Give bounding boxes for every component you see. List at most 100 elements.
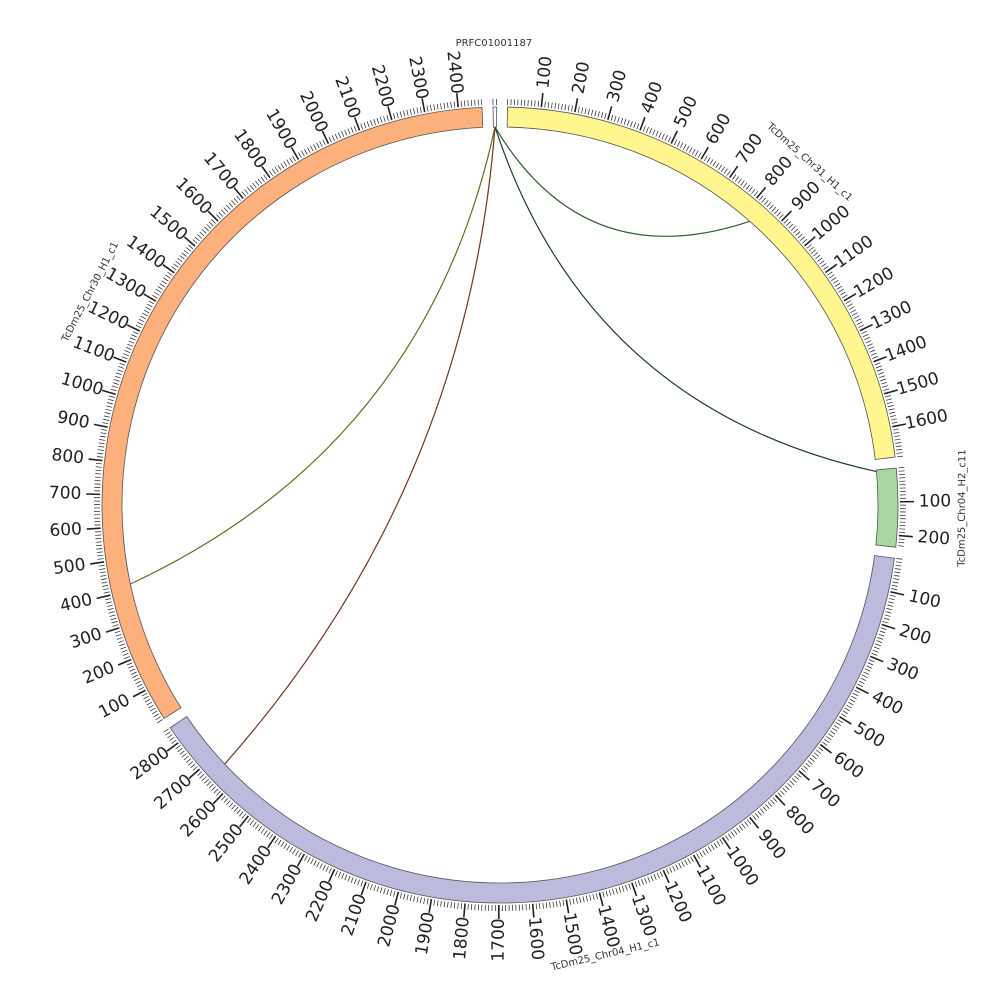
tick-label: 2300 [268, 861, 307, 909]
tick-label: 1800 [229, 126, 270, 173]
minor-tick [672, 865, 676, 872]
minor-tick [850, 309, 857, 313]
minor-tick [206, 224, 212, 229]
tick-label: 1000 [722, 843, 763, 890]
minor-tick [895, 445, 902, 448]
major-tick [721, 836, 731, 850]
minor-tick [732, 174, 737, 180]
minor-tick [867, 662, 874, 666]
minor-tick [181, 252, 187, 257]
minor-tick [360, 123, 364, 130]
major-tick [360, 881, 367, 896]
minor-tick [138, 686, 145, 691]
minor-tick [880, 627, 887, 630]
minor-tick [165, 274, 171, 279]
minor-tick [223, 207, 229, 213]
minor-tick [114, 630, 121, 634]
major-tick [892, 423, 907, 428]
minor-tick [97, 554, 104, 557]
minor-tick [433, 104, 436, 111]
minor-tick [165, 731, 171, 736]
minor-tick [868, 346, 875, 350]
minor-tick [620, 117, 623, 124]
minor-tick [102, 422, 109, 425]
tick-label: 900 [55, 407, 91, 433]
minor-tick [208, 221, 214, 227]
minor-tick [460, 903, 463, 910]
minor-tick [778, 214, 784, 219]
minor-tick [120, 646, 127, 650]
minor-tick [221, 795, 226, 801]
minor-tick [765, 804, 770, 810]
minor-tick [107, 398, 114, 402]
minor-tick [149, 707, 156, 712]
tick-label: 2000 [295, 88, 332, 136]
major-tick [898, 534, 913, 538]
major-tick [113, 356, 127, 363]
chromosome-band-TcDm25_Chr30_H1_c1 [101, 106, 484, 720]
minor-tick [890, 418, 897, 421]
tick-label: 800 [781, 802, 818, 839]
minor-tick [131, 334, 138, 338]
minor-tick [105, 598, 112, 601]
minor-tick [733, 829, 738, 835]
minor-tick [823, 265, 829, 271]
minor-tick [464, 100, 466, 107]
minor-tick [856, 321, 863, 325]
tick-label: 1600 [903, 406, 949, 434]
minor-tick [734, 176, 740, 182]
minor-tick [866, 665, 872, 669]
minor-tick [143, 695, 149, 700]
minor-tick [888, 598, 895, 601]
minor-tick [353, 125, 357, 132]
minor-tick [383, 888, 386, 895]
minor-tick [584, 108, 587, 115]
major-tick [873, 355, 887, 363]
minor-tick [883, 388, 890, 391]
minor-tick [832, 280, 839, 284]
minor-tick [697, 152, 702, 158]
minor-tick [119, 362, 126, 366]
minor-tick [894, 571, 901, 574]
minor-tick [561, 103, 563, 110]
major-tick [238, 815, 250, 828]
minor-tick [129, 337, 136, 341]
chromosome-band-PRFC01001187 [492, 106, 498, 128]
minor-tick [826, 736, 832, 741]
minor-tick [370, 120, 373, 127]
tick-label: 900 [754, 826, 790, 864]
minor-tick [680, 142, 684, 149]
minor-tick [105, 601, 112, 604]
minor-tick [127, 343, 133, 347]
minor-tick [797, 233, 803, 239]
minor-tick [813, 252, 819, 257]
major-tick [387, 106, 393, 121]
minor-tick [159, 283, 165, 288]
minor-tick [694, 150, 699, 157]
tick-label: 1900 [261, 106, 300, 153]
minor-tick [595, 893, 598, 900]
minor-tick [430, 104, 432, 111]
minor-tick [753, 191, 759, 197]
minor-tick [636, 123, 640, 130]
minor-tick [703, 155, 708, 162]
tick-label: 200 [569, 60, 595, 96]
minor-tick [847, 303, 853, 307]
minor-tick [132, 674, 139, 678]
minor-tick [845, 300, 852, 305]
minor-tick [399, 111, 402, 118]
minor-tick [450, 101, 452, 108]
major-tick [183, 236, 196, 247]
minor-tick [103, 591, 110, 594]
minor-tick [891, 584, 898, 587]
minor-tick [137, 321, 143, 326]
minor-tick [216, 790, 221, 796]
minor-tick [569, 898, 572, 905]
minor-tick [677, 140, 681, 147]
tick-label: 100 [95, 690, 133, 723]
minor-tick [269, 170, 274, 177]
minor-tick [575, 897, 578, 904]
minor-tick [868, 659, 875, 663]
minor-tick [617, 116, 620, 123]
minor-tick [146, 701, 153, 706]
